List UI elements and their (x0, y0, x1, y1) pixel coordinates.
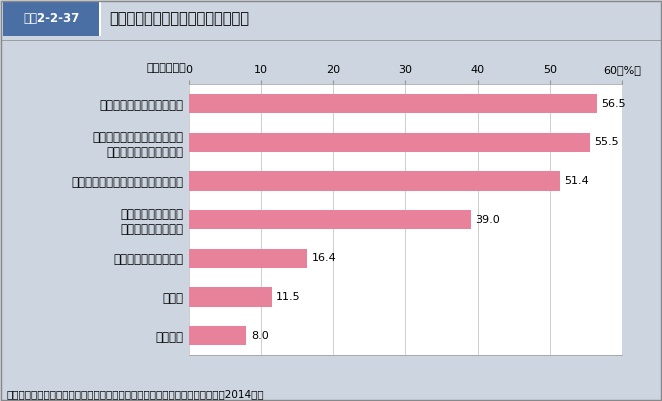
Bar (189, 287, 272, 306)
Text: 資料：厚生労働省政策統括官付政策評価官室委託「健康意識に関する調査」（2014年）: 資料：厚生労働省政策統括官付政策評価官室委託「健康意識に関する調査」（2014年… (7, 389, 264, 399)
Text: 51.4: 51.4 (565, 176, 589, 186)
Text: （複数回答）: （複数回答） (147, 63, 187, 73)
Bar (189, 133, 590, 152)
Text: 健康のために今後気をつけたいこと: 健康のために今後気をつけたいこと (109, 11, 249, 26)
Bar (99, 2, 101, 36)
Bar (189, 210, 471, 229)
Text: 55.5: 55.5 (594, 137, 619, 147)
Text: 11.5: 11.5 (276, 292, 301, 302)
Text: 図表2-2-37: 図表2-2-37 (23, 12, 79, 25)
Bar (189, 171, 560, 190)
Bar (189, 249, 307, 268)
Bar (189, 326, 246, 345)
Text: 16.4: 16.4 (312, 253, 336, 263)
Text: 56.5: 56.5 (601, 99, 626, 109)
Text: 39.0: 39.0 (475, 215, 500, 225)
Bar (189, 94, 597, 113)
Bar (3, 2, 99, 36)
Text: 8.0: 8.0 (251, 330, 269, 340)
